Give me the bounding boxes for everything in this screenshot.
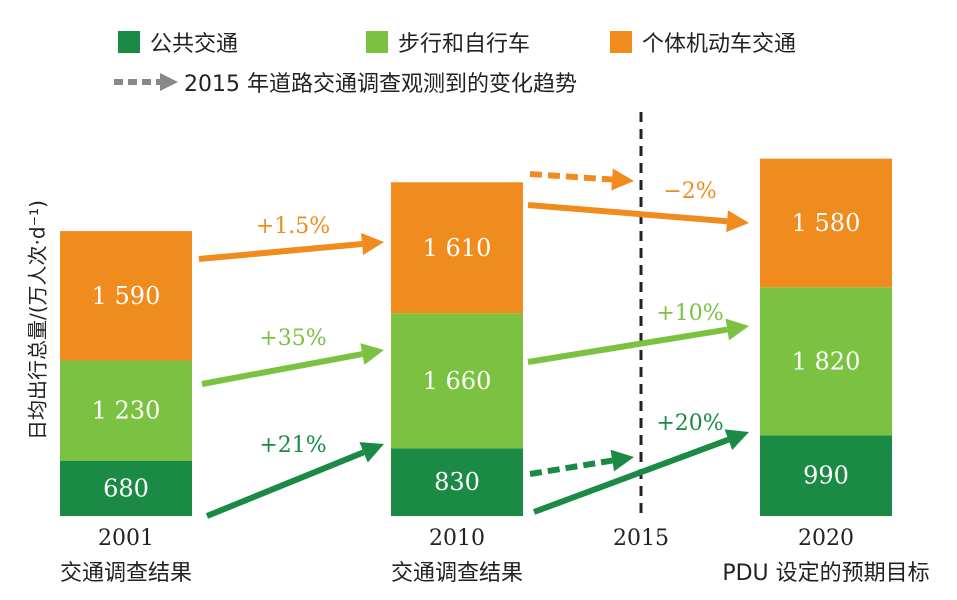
x-tick-sub-2001: 交通调查结果	[60, 561, 192, 586]
legend-item-public-transport: 公共交通	[118, 26, 238, 58]
arrow-2010-2020-2-head	[726, 210, 749, 233]
dashed-arrow-icon	[114, 73, 178, 91]
data-label-2010-1: 1 660	[423, 367, 492, 395]
bar-segment-2001-2	[60, 231, 192, 361]
legend-swatch-private-car	[610, 31, 632, 53]
legend-item-private-car: 个体机动车交通	[610, 26, 796, 58]
arrow-2001-2010-0-shaft	[205, 449, 365, 519]
bar-segment-2001-0	[60, 460, 192, 516]
data-label-2001-0: 680	[103, 474, 149, 502]
arrow-2001-2010-0-head	[359, 442, 384, 463]
bar-segment-2020-2	[760, 158, 892, 288]
arrow-2001-2010-1-head	[360, 343, 384, 365]
change-label-2001-2010-1: +35%	[259, 326, 326, 351]
legend-label-walk-bike: 步行和自行车	[398, 32, 531, 57]
data-label-2020-1: 1 820	[792, 347, 861, 375]
x-tick-year-2020: 2020	[798, 526, 854, 551]
data-label-2010-0: 830	[434, 468, 480, 496]
bar-segment-2020-1	[760, 287, 892, 436]
bar-segment-2020-0	[760, 435, 892, 516]
arrow-2010-2020-0-head	[724, 429, 749, 450]
x-tick-year-2001: 2001	[98, 526, 154, 551]
data-label-2001-2: 1 590	[92, 282, 161, 310]
bar-segment-2001-1	[60, 360, 192, 461]
trend-arrow-2015-public-head	[610, 449, 634, 472]
arrow-2001-2010-2-head	[361, 233, 384, 255]
x-tick-year-2010: 2010	[429, 526, 485, 551]
arrow-2001-2010-2-shaft	[198, 241, 363, 262]
change-label-2010-2020-2: −2%	[663, 179, 716, 204]
legend-swatch-public-transport	[118, 31, 140, 53]
change-label-2010-2020-0: +20%	[656, 411, 723, 436]
bar-segment-2010-1	[391, 313, 523, 449]
arrow-2001-2010-1-shaft	[201, 351, 363, 387]
trend-arrow-2015-public-shaft	[529, 457, 613, 477]
data-label-2020-0: 990	[803, 462, 849, 490]
legend-swatch-walk-bike	[366, 31, 388, 53]
x-tick-sub-2020: PDU 设定的预期目标	[722, 561, 929, 586]
arrow-2010-2020-1-head	[725, 318, 749, 341]
bar-segment-2010-2	[391, 182, 523, 314]
arrow-2010-2020-2-shaft	[527, 202, 728, 225]
trend-legend-label: 2015 年道路交通调查观测到的变化趋势	[184, 72, 577, 97]
trend-legend: 2015 年道路交通调查观测到的变化趋势	[112, 66, 577, 98]
data-label-2001-1: 1 230	[92, 397, 161, 425]
data-label-2010-2: 1 610	[423, 234, 492, 262]
legend-label-public-transport: 公共交通	[150, 32, 239, 57]
bar-segment-2010-0	[391, 448, 523, 516]
x-tick-2015: 2015	[613, 526, 669, 551]
arrow-2010-2020-0-shaft	[532, 436, 730, 515]
trend-arrow-2015-car-shaft	[529, 171, 613, 183]
x-tick-sub-2010: 交通调查结果	[391, 561, 523, 586]
arrow-2010-2020-1-shaft	[527, 326, 728, 365]
data-label-2020-2: 1 580	[792, 209, 861, 237]
legend-label-private-car: 个体机动车交通	[642, 32, 797, 57]
legend-item-walk-bike: 步行和自行车	[366, 26, 530, 58]
trend-arrow-2015-car-head	[611, 168, 634, 191]
change-label-2010-2020-1: +10%	[656, 301, 723, 326]
change-label-2001-2010-0: +21%	[259, 433, 326, 458]
change-label-2001-2010-2: +1.5%	[256, 214, 330, 239]
